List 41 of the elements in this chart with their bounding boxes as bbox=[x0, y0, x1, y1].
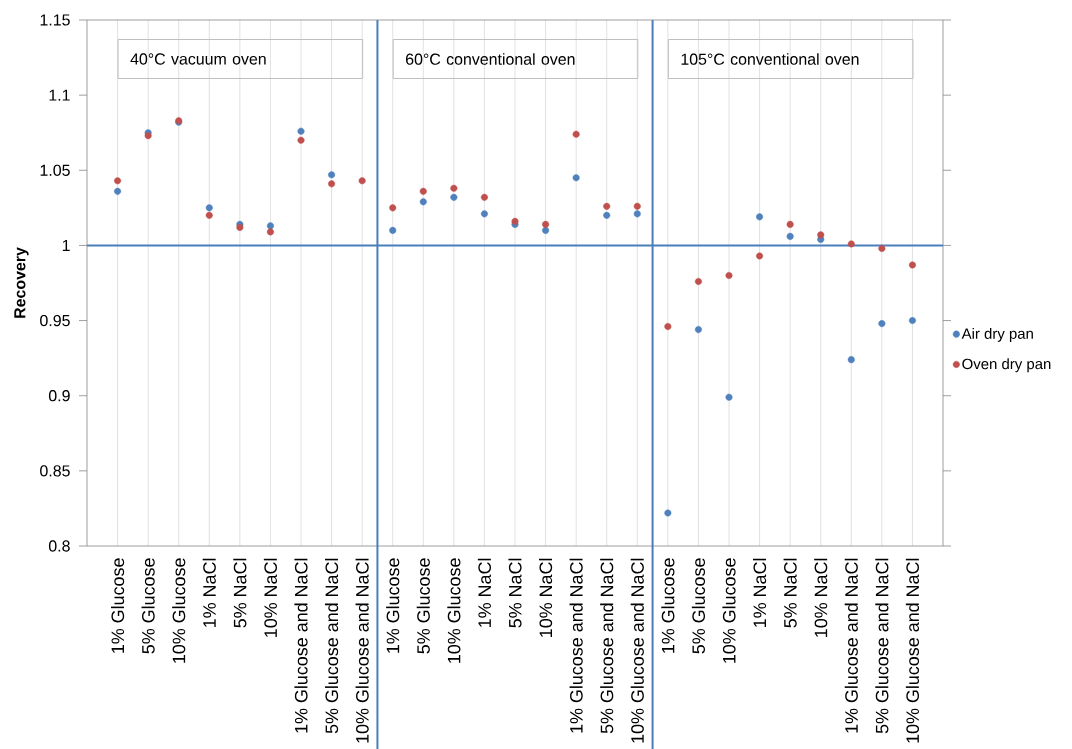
x-tick-label: 5% Glucose bbox=[141, 558, 155, 654]
x-tick-label: 1% Glucose and NaCl bbox=[844, 558, 858, 733]
y-tick-label: 1.1 bbox=[49, 89, 70, 101]
x-tick-label: 5% Glucose and NaCl bbox=[600, 558, 614, 734]
x-tick-label: 1% Glucose bbox=[110, 558, 125, 653]
x-tick-label: 5% NaCl bbox=[233, 558, 247, 628]
x-tick-label: 5% Glucose bbox=[416, 558, 430, 654]
legend-label: Oven dry pan bbox=[962, 358, 1051, 373]
x-tick-label: 1% NaCl bbox=[752, 558, 767, 627]
x-tick-label: 1% Glucose and NaCl bbox=[569, 558, 583, 733]
y-tick-label: 1 bbox=[62, 239, 70, 251]
y-tick-label: 0.95 bbox=[40, 314, 70, 327]
x-tick-label: 10% Glucose bbox=[447, 558, 461, 663]
y-tick-label: 0.85 bbox=[40, 465, 70, 477]
x-tick-label: 5% Glucose and NaCl bbox=[875, 558, 889, 734]
y-tick-label: 0.9 bbox=[48, 390, 70, 402]
annotation: 105°C conventional oven bbox=[681, 53, 859, 65]
annotation: 40°C vacuum oven bbox=[130, 53, 266, 65]
legend-label: Air dry pan bbox=[961, 327, 1033, 342]
y-tick-label: 0.8 bbox=[48, 540, 70, 552]
x-tick-label: 5% NaCl bbox=[783, 558, 797, 628]
x-tick-label: 10% NaCl bbox=[263, 558, 278, 637]
x-tick-label: 5% Glucose and NaCl bbox=[324, 558, 339, 734]
x-tick-label: 10% Glucose and NaCl bbox=[630, 558, 644, 743]
y-tick-label: 1.05 bbox=[40, 164, 70, 176]
x-tick-label: 10% Glucose bbox=[172, 558, 186, 663]
y-tick-label: 1.15 bbox=[40, 14, 70, 26]
x-tick-label: 10% Glucose and NaCl bbox=[355, 558, 369, 743]
x-tick-label: 1% Glucose and NaCl bbox=[294, 558, 308, 733]
x-tick-label: 5% NaCl bbox=[508, 558, 522, 628]
x-tick-label: 5% Glucose bbox=[691, 558, 706, 654]
x-tick-label: 1% Glucose bbox=[386, 558, 400, 653]
x-tick-label: 1% NaCl bbox=[477, 558, 492, 627]
x-tick-label: 10% NaCl bbox=[538, 558, 553, 637]
x-tick-label: 10% Glucose and NaCl bbox=[905, 558, 920, 743]
x-tick-label: 1% Glucose bbox=[661, 558, 675, 653]
x-tick-label: 10% NaCl bbox=[814, 558, 828, 637]
y-axis-title: Recovery bbox=[14, 247, 29, 318]
x-tick-label: 10% Glucose bbox=[722, 558, 736, 663]
annotation: 60°C conventional oven bbox=[406, 53, 575, 65]
x-tick-label: 1% NaCl bbox=[202, 558, 216, 627]
